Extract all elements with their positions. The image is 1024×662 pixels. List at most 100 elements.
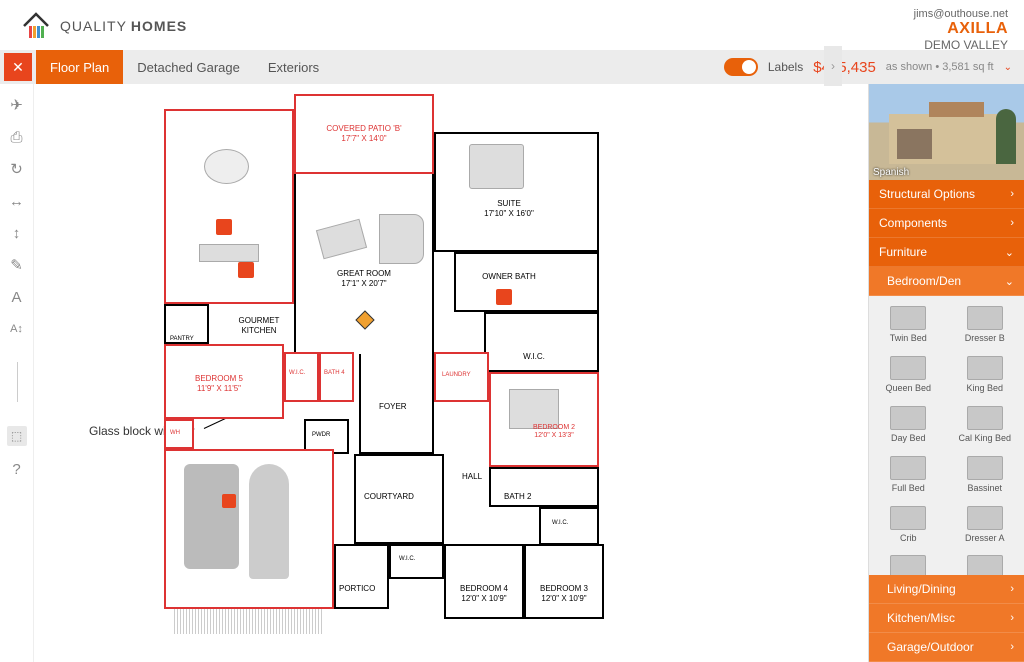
furniture-item[interactable]: Dresser A bbox=[948, 502, 1023, 548]
brand-logo: QUALITY HOMES bbox=[16, 8, 187, 43]
accordion-garage-outdoor[interactable]: Garage/Outdoor› bbox=[869, 633, 1024, 662]
furniture-grid: Twin Bed Dresser B Queen Bed King Bed Day Be… bbox=[869, 296, 1024, 575]
accordion-structural[interactable]: Structural Options› bbox=[869, 180, 1024, 209]
user-info: jims@outhouse.net AXILLA DEMO VALLEY bbox=[914, 8, 1008, 52]
tab-floorplan[interactable]: Floor Plan bbox=[36, 50, 123, 84]
tab-detached-garage[interactable]: Detached Garage bbox=[123, 50, 254, 84]
room-wic3: W.I.C. bbox=[399, 556, 415, 563]
furniture-icon bbox=[890, 306, 926, 330]
sidebar-collapse-icon[interactable]: › bbox=[824, 46, 842, 86]
room-wic4: W.I.C. bbox=[552, 520, 568, 527]
help-icon[interactable]: ? bbox=[8, 460, 26, 478]
furniture-item[interactable]: Day Bed bbox=[871, 402, 946, 448]
tab-right-controls: Labels $405,435 as shown • 3,581 sq ft ⌄ bbox=[724, 58, 1024, 76]
room-pwdr: PWDR bbox=[312, 432, 330, 439]
furniture-item[interactable]: Crib bbox=[871, 502, 946, 548]
room-bed4: BEDROOM 412'0" X 10'9" bbox=[449, 584, 519, 603]
furniture-item[interactable]: Angled Desk bbox=[948, 551, 1023, 575]
text-icon[interactable]: A bbox=[8, 288, 26, 306]
labels-text: Labels bbox=[768, 60, 803, 74]
room-bath4: BATH 4 bbox=[324, 370, 345, 377]
project-name: AXILLA bbox=[914, 20, 1008, 38]
price: $405,435 bbox=[813, 59, 876, 76]
room-bath2: BATH 2 bbox=[504, 492, 531, 502]
accordion-kitchen[interactable]: Kitchen/Misc› bbox=[869, 604, 1024, 633]
brand-text-1: QUALITY bbox=[60, 18, 127, 34]
room-great: GREAT ROOM17'1" X 20'7" bbox=[319, 269, 409, 288]
furniture-icon bbox=[967, 406, 1003, 430]
header: QUALITY HOMES jims@outhouse.net AXILLA D… bbox=[0, 0, 1024, 50]
brand-text-2: HOMES bbox=[131, 18, 187, 34]
sqft: as shown • 3,581 sq ft bbox=[886, 61, 994, 73]
furniture-label: Full Bed bbox=[892, 484, 925, 494]
user-email: jims@outhouse.net bbox=[914, 8, 1008, 20]
furniture-icon bbox=[890, 406, 926, 430]
furniture-icon bbox=[890, 506, 926, 530]
elevation-preview[interactable]: Spanish bbox=[869, 84, 1024, 180]
room-bed2: BEDROOM 212'0" X 13'3" bbox=[519, 424, 589, 441]
print-icon[interactable]: ⎙ bbox=[8, 128, 26, 146]
furniture-item[interactable]: Bassinet bbox=[948, 452, 1023, 498]
floorplan-canvas[interactable]: Glass block window COVERED PATIO 'B'17'7… bbox=[34, 84, 868, 662]
tool-divider bbox=[8, 352, 26, 412]
furniture-icon bbox=[890, 555, 926, 575]
furniture-item[interactable]: Desk bbox=[871, 551, 946, 575]
labels-toggle[interactable] bbox=[724, 58, 758, 76]
furniture-icon bbox=[890, 456, 926, 480]
room-wic1: W.I.C. bbox=[509, 352, 559, 362]
room-suite: SUITE17'10" X 16'0" bbox=[464, 199, 554, 218]
room-foyer: FOYER bbox=[379, 402, 407, 412]
tab-exteriors[interactable]: Exteriors bbox=[254, 50, 333, 84]
room-pantry: PANTRY bbox=[170, 336, 194, 343]
chevron-down-icon[interactable]: ⌄ bbox=[1004, 62, 1012, 73]
logo-icon bbox=[16, 8, 56, 43]
accordion-bedroom[interactable]: Bedroom/Den⌄ bbox=[869, 267, 1024, 296]
furniture-icon bbox=[967, 356, 1003, 380]
furniture-icon bbox=[967, 306, 1003, 330]
room-kitchen: GOURMET KITCHEN bbox=[224, 316, 294, 335]
room-portico: PORTICO bbox=[339, 584, 375, 594]
room-patio: COVERED PATIO 'B'17'7" X 14'0" bbox=[319, 124, 409, 143]
flip-h-icon[interactable]: ↔ bbox=[8, 192, 26, 210]
room-ownerbath: OWNER BATH bbox=[479, 272, 539, 282]
furniture-label: Queen Bed bbox=[885, 384, 931, 394]
room-bed5: BEDROOM 511'9" X 11'5" bbox=[179, 374, 259, 393]
left-toolbar: ✈ ⎙ ↻ ↔ ↕ ✎ A A↕ ⬚ ? bbox=[0, 84, 34, 662]
furniture-item[interactable]: Twin Bed bbox=[871, 302, 946, 348]
furniture-icon bbox=[890, 356, 926, 380]
room-bed3: BEDROOM 312'0" X 10'9" bbox=[529, 584, 599, 603]
furniture-label: Crib bbox=[900, 534, 917, 544]
furniture-icon bbox=[967, 555, 1003, 575]
preview-style: Spanish bbox=[873, 167, 909, 178]
main-area: ✈ ⎙ ↻ ↔ ↕ ✎ A A↕ ⬚ ? Glass block window … bbox=[0, 84, 1024, 662]
flip-v-icon[interactable]: ↕ bbox=[8, 224, 26, 242]
furniture-label: Twin Bed bbox=[890, 334, 927, 344]
furniture-item[interactable]: Queen Bed bbox=[871, 352, 946, 398]
accordion-components[interactable]: Components› bbox=[869, 209, 1024, 238]
accordion-furniture[interactable]: Furniture⌄ bbox=[869, 238, 1024, 267]
furniture-icon bbox=[967, 506, 1003, 530]
furniture-item[interactable]: King Bed bbox=[948, 352, 1023, 398]
pencil-icon[interactable]: ✎ bbox=[8, 256, 26, 274]
furniture-icon bbox=[967, 456, 1003, 480]
send-icon[interactable]: ✈ bbox=[8, 96, 26, 114]
room-hall: HALL bbox=[462, 472, 482, 482]
floorplan: COVERED PATIO 'B'17'7" X 14'0" SUITE17'1… bbox=[164, 94, 724, 654]
furniture-item[interactable]: Full Bed bbox=[871, 452, 946, 498]
font-icon[interactable]: A↕ bbox=[8, 320, 26, 338]
furniture-item[interactable]: Dresser B bbox=[948, 302, 1023, 348]
furniture-label: Day Bed bbox=[891, 434, 926, 444]
room-laundry: LAUNDRY bbox=[442, 372, 471, 379]
furniture-item[interactable]: Cal King Bed bbox=[948, 402, 1023, 448]
accordion-living[interactable]: Living/Dining› bbox=[869, 575, 1024, 604]
refresh-icon[interactable]: ↻ bbox=[8, 160, 26, 178]
room-wh: WH bbox=[170, 430, 180, 437]
furniture-label: Bassinet bbox=[967, 484, 1002, 494]
close-button[interactable]: ✕ bbox=[4, 53, 32, 81]
furniture-label: Dresser B bbox=[965, 334, 1005, 344]
tab-bar: ✕ Floor Plan Detached Garage Exteriors L… bbox=[0, 50, 1024, 84]
room-courtyard: COURTYARD bbox=[364, 492, 414, 502]
zoom-icon[interactable]: ⬚ bbox=[7, 426, 27, 446]
furniture-label: Dresser A bbox=[965, 534, 1005, 544]
sidebar: Spanish Structural Options› Components› … bbox=[868, 84, 1024, 662]
